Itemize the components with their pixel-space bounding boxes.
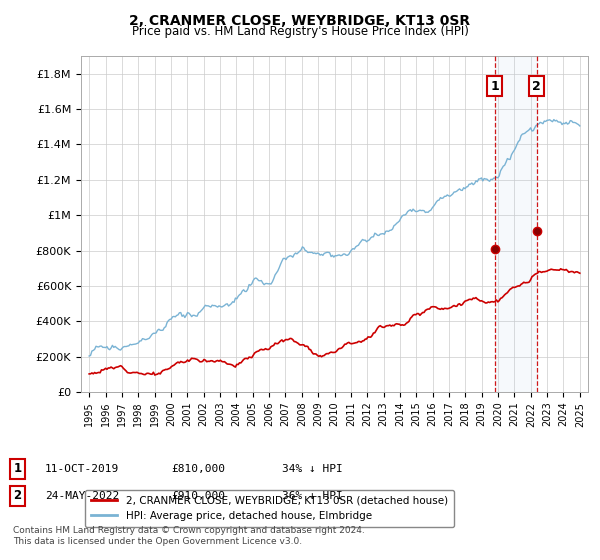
Text: 2: 2	[532, 80, 541, 92]
Text: Contains HM Land Registry data © Crown copyright and database right 2024.
This d: Contains HM Land Registry data © Crown c…	[13, 526, 365, 546]
Text: 34% ↓ HPI: 34% ↓ HPI	[282, 464, 343, 474]
Text: 24-MAY-2022: 24-MAY-2022	[45, 491, 119, 501]
Text: £910,000: £910,000	[171, 491, 225, 501]
Text: £810,000: £810,000	[171, 464, 225, 474]
Text: 1: 1	[13, 462, 22, 475]
Legend: 2, CRANMER CLOSE, WEYBRIDGE, KT13 0SR (detached house), HPI: Average price, deta: 2, CRANMER CLOSE, WEYBRIDGE, KT13 0SR (d…	[85, 489, 454, 528]
Text: 1: 1	[490, 80, 499, 92]
Text: 2, CRANMER CLOSE, WEYBRIDGE, KT13 0SR: 2, CRANMER CLOSE, WEYBRIDGE, KT13 0SR	[130, 14, 470, 28]
Bar	[494, 56, 537, 392]
Text: 36% ↓ HPI: 36% ↓ HPI	[282, 491, 343, 501]
Text: 2: 2	[13, 489, 22, 502]
Text: Price paid vs. HM Land Registry's House Price Index (HPI): Price paid vs. HM Land Registry's House …	[131, 25, 469, 38]
Text: 11-OCT-2019: 11-OCT-2019	[45, 464, 119, 474]
